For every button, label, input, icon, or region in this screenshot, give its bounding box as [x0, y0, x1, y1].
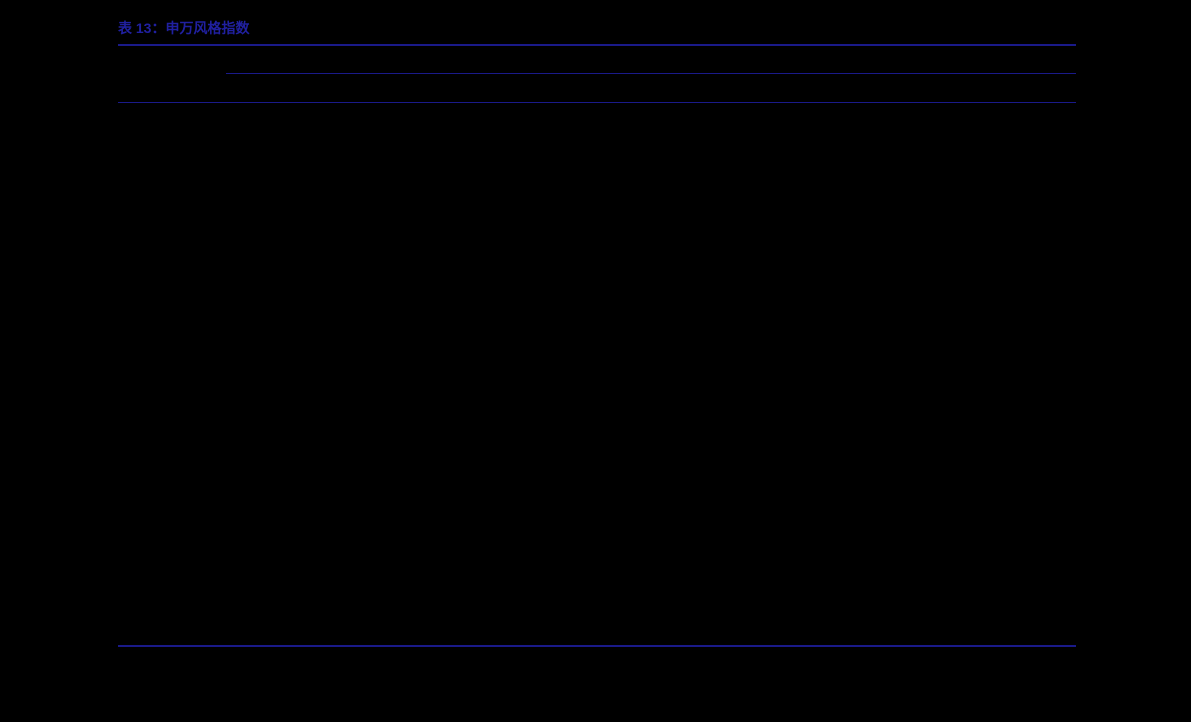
table-caption: 表 13：申万风格指数: [118, 18, 249, 38]
table-caption-row: 表 13：申万风格指数: [118, 18, 1076, 46]
table-body: [118, 103, 1076, 645]
table-header-underline: [226, 73, 1076, 74]
table-header-row-1: [118, 46, 1076, 74]
table-bottom-border: [118, 645, 1076, 647]
table-container: 表 13：申万风格指数: [118, 18, 1076, 647]
